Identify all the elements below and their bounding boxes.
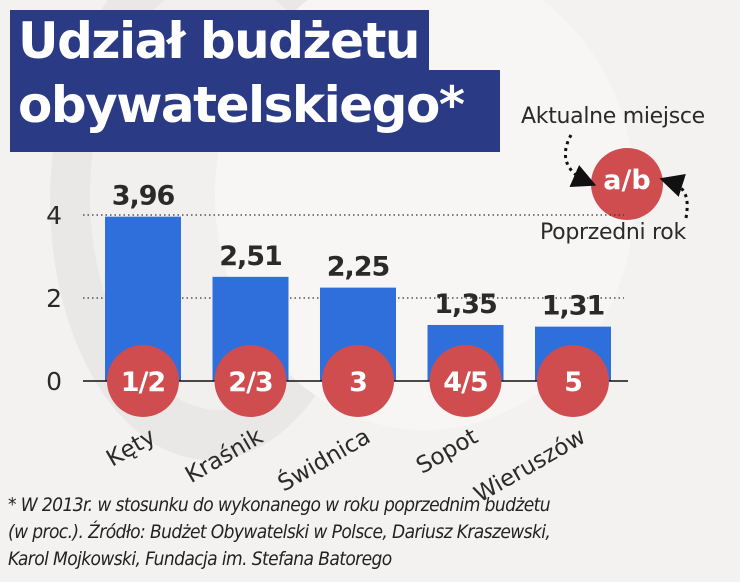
bar-value-label: 2,51 <box>219 241 282 272</box>
bar-value-label: 2,25 <box>327 252 390 283</box>
rank-badge-label: 3 <box>349 367 367 398</box>
y-tick-label: 4 <box>46 201 62 230</box>
title-line-2: obywatelskiego* <box>10 70 500 152</box>
footnote-line-3: Karol Mojkowski, Fundacja im. Stefana Ba… <box>8 548 392 570</box>
footnote-line-2: (w proc.). Źródło: Budżet Obywatelski w … <box>8 521 551 543</box>
y-tick-label: 2 <box>46 284 62 313</box>
x-category-label: Świdnica <box>273 422 375 497</box>
rank-badge-label: 1/2 <box>121 367 165 398</box>
rank-badge-label: 2/3 <box>228 367 272 398</box>
title-block: Udział budżetu obywatelskiego* <box>0 0 510 160</box>
x-category-label: Sopot <box>412 424 482 480</box>
footnote: * W 2013r. w stosunku do wykonanego w ro… <box>8 492 738 573</box>
title-line-1: Udział budżetu <box>10 10 430 72</box>
rank-badge <box>429 345 502 417</box>
rank-badge <box>322 345 394 417</box>
rank-badge-label: 4/5 <box>443 367 487 398</box>
x-category-label: Kraśnik <box>181 423 268 488</box>
legend-rank-badge: a/b <box>591 148 663 220</box>
bar-value-label: 1,35 <box>434 289 497 320</box>
x-category-label: Kęty <box>102 424 160 472</box>
legend-previous-year-label: Poprzedni rok <box>540 220 686 245</box>
bar-value-label: 3,96 <box>112 181 175 212</box>
rank-badge <box>107 345 179 417</box>
footnote-line-1: * W 2013r. w stosunku do wykonanego w ro… <box>8 494 551 516</box>
legend-current-place-label: Aktualne miejsce <box>521 104 705 129</box>
rank-badge-label: 5 <box>564 367 582 398</box>
y-tick-label: 0 <box>46 367 62 396</box>
rank-badge <box>537 345 609 417</box>
rank-badge <box>214 345 287 417</box>
bar-value-label: 1,31 <box>542 291 605 322</box>
